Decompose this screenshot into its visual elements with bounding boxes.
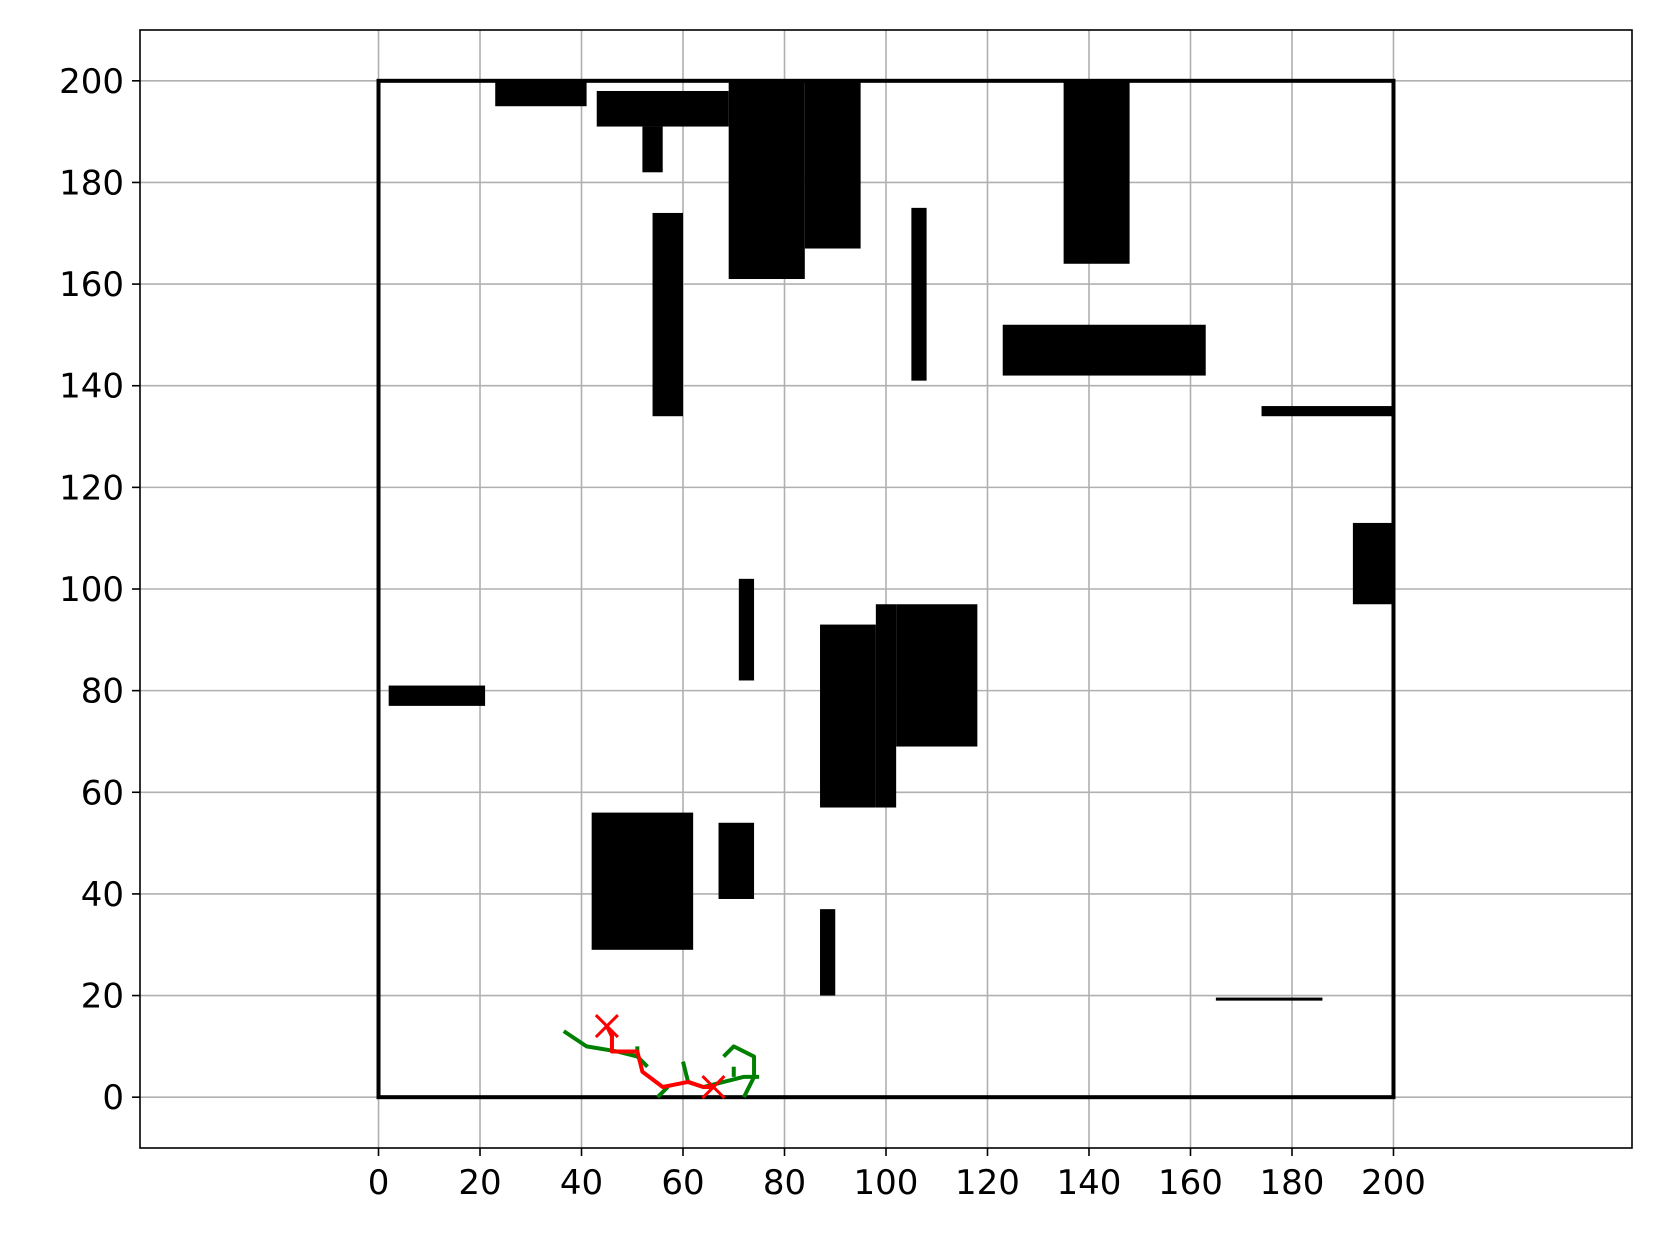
x-marker-stroke: [701, 1074, 726, 1100]
obstacle: [1002, 324, 1206, 376]
map-boundary: [376, 78, 1396, 1100]
series: [562, 1025, 760, 1099]
obstacle: [911, 207, 927, 381]
obstacle: [495, 80, 587, 107]
obstacle: [804, 80, 861, 249]
obstacle: [718, 822, 755, 899]
y-axis-ticks: 0 20 40 60 80 100 120 140 160 180 200: [59, 62, 140, 1118]
x-tick-label: 120: [955, 1163, 1020, 1203]
x-tick-label: 40: [560, 1163, 603, 1203]
x-tick-label: 100: [854, 1163, 919, 1203]
obstacle: [875, 604, 897, 808]
y-tick-label: 80: [81, 672, 124, 712]
y-tick-label: 180: [59, 163, 124, 203]
obstacle: [820, 909, 836, 996]
y-tick-label: 40: [81, 875, 124, 915]
y-tick-label: 60: [81, 773, 124, 813]
y-tick-label: 140: [59, 367, 124, 407]
x-marker: [701, 1074, 726, 1100]
obstacle: [1215, 997, 1323, 1001]
obstacle: [820, 624, 876, 808]
x-tick-label: 80: [763, 1163, 806, 1203]
obstacle: [1063, 80, 1130, 264]
y-tick-label: 160: [59, 265, 124, 305]
obstacle: [591, 812, 694, 950]
y-tick-label: 200: [59, 62, 124, 102]
boundary-rect: [376, 78, 1396, 1100]
obstacle: [642, 126, 663, 173]
x-marker-stroke: [594, 1013, 619, 1039]
x-tick-label: 60: [661, 1163, 704, 1203]
series-path: [681, 1061, 760, 1090]
obstacle: [896, 604, 978, 747]
x-tick-label: 200: [1361, 1163, 1426, 1203]
y-tick-label: 100: [59, 570, 124, 610]
series-path: [656, 1085, 670, 1099]
obstacle: [1261, 406, 1394, 417]
x-tick-label: 140: [1057, 1163, 1122, 1203]
obstacle: [652, 212, 684, 417]
obstacle: [738, 578, 755, 681]
y-tick-label: 20: [81, 977, 124, 1017]
y-tick-label: 120: [59, 468, 124, 508]
obstacles: [388, 80, 1394, 1001]
x-tick-label: 180: [1260, 1163, 1325, 1203]
obstacle: [388, 685, 486, 706]
obstacle: [1352, 522, 1394, 605]
x-tick-label: 160: [1158, 1163, 1223, 1203]
x-axis-ticks: 0 20 40 60 80 100 120 140 160 180 200: [368, 1148, 1426, 1203]
x-tick-label: 0: [368, 1163, 390, 1203]
obstacle: [596, 90, 729, 127]
markers: [594, 1013, 726, 1100]
x-tick-label: 20: [458, 1163, 501, 1203]
series-path: [605, 1025, 714, 1090]
obstacle: [728, 80, 805, 280]
series-path: [722, 1044, 757, 1099]
y-tick-label: 0: [102, 1078, 124, 1118]
x-marker: [594, 1013, 619, 1039]
